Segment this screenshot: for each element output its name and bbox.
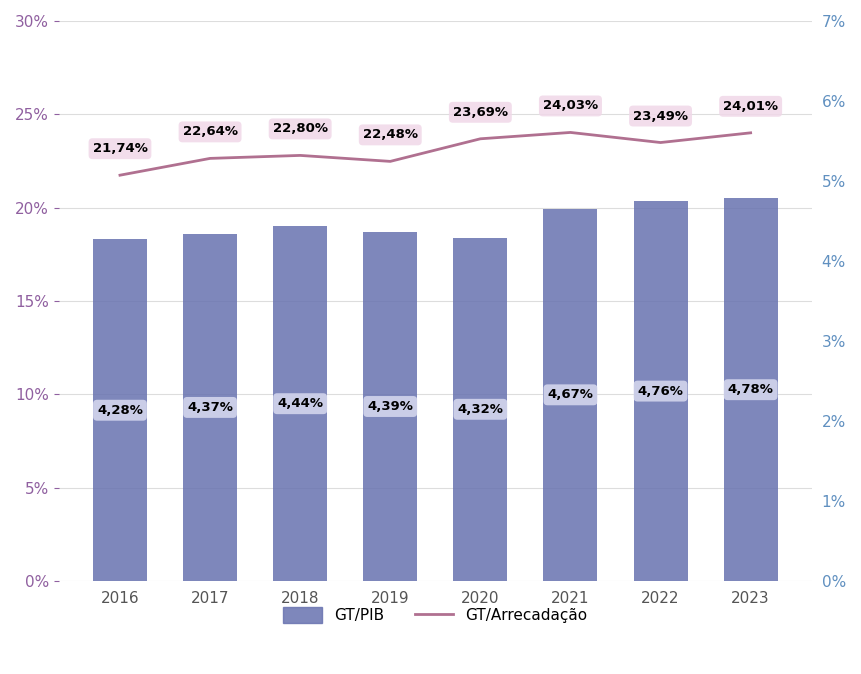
- Text: 21,74%: 21,74%: [92, 142, 147, 155]
- Text: 4,78%: 4,78%: [728, 384, 773, 396]
- Bar: [183, 234, 237, 581]
- Bar: [454, 237, 507, 581]
- Bar: [723, 198, 777, 581]
- Text: 22,48%: 22,48%: [362, 128, 418, 142]
- Text: 4,44%: 4,44%: [277, 397, 323, 410]
- Text: 22,80%: 22,80%: [273, 123, 328, 135]
- Text: 24,03%: 24,03%: [543, 100, 598, 113]
- Text: 4,32%: 4,32%: [457, 403, 504, 416]
- Text: 23,69%: 23,69%: [453, 106, 508, 119]
- Legend: GT/PIB, GT/Arrecadação: GT/PIB, GT/Arrecadação: [277, 601, 593, 630]
- Bar: [93, 239, 147, 581]
- Text: 24,01%: 24,01%: [723, 100, 778, 113]
- Text: 4,67%: 4,67%: [548, 388, 593, 401]
- Bar: [634, 201, 688, 581]
- Text: 23,49%: 23,49%: [633, 110, 688, 123]
- Bar: [543, 209, 598, 581]
- Bar: [363, 232, 418, 581]
- Bar: [273, 226, 327, 581]
- Text: 4,76%: 4,76%: [638, 385, 684, 398]
- Text: 4,39%: 4,39%: [368, 400, 413, 413]
- Text: 22,64%: 22,64%: [183, 125, 238, 138]
- Text: 4,37%: 4,37%: [187, 401, 233, 414]
- Text: 4,28%: 4,28%: [97, 404, 143, 417]
